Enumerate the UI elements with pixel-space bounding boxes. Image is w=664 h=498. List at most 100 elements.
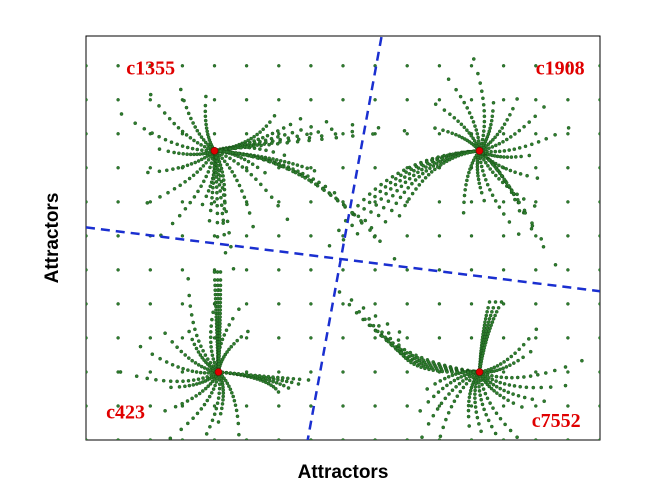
lattice-point	[309, 30, 312, 33]
lattice-point	[148, 404, 153, 408]
trajectory-point	[187, 293, 191, 298]
trajectory-point	[249, 136, 253, 141]
trajectory-point	[509, 155, 514, 159]
trajectory-point	[478, 160, 483, 165]
lattice-point	[116, 98, 120, 102]
trajectory-point	[222, 333, 227, 337]
lattice-point	[148, 268, 153, 272]
lattice-point	[373, 200, 377, 204]
trajectory-point	[479, 190, 484, 195]
trajectory-point	[218, 315, 222, 319]
lattice-point	[598, 302, 600, 306]
trajectory-point	[293, 170, 298, 175]
trajectory-point	[204, 94, 208, 99]
lattice-point	[277, 302, 281, 306]
lattice-point	[405, 64, 409, 68]
lattice-point	[501, 438, 506, 440]
trajectory-point	[491, 109, 495, 113]
trajectory-point	[355, 231, 360, 236]
trajectory-point	[414, 187, 418, 191]
trajectory-point	[282, 153, 287, 157]
lattice-point	[598, 268, 600, 272]
trajectory-point	[255, 143, 260, 147]
trajectory-point	[250, 162, 255, 166]
trajectory-point	[223, 200, 227, 205]
trajectory-point	[417, 174, 422, 179]
trajectory-point	[280, 376, 285, 380]
trajectory-point	[435, 369, 440, 373]
trajectory-point	[367, 192, 372, 196]
trajectory-point	[216, 420, 221, 424]
trajectory-point	[521, 342, 526, 347]
trajectory-point	[208, 335, 213, 340]
trajectory-point	[497, 205, 502, 209]
trajectory-point	[185, 421, 190, 426]
trajectory-point	[166, 190, 170, 195]
lattice-point	[598, 166, 600, 170]
trajectory-point	[486, 320, 491, 324]
lattice-point	[148, 64, 153, 68]
lattice-point	[86, 336, 88, 340]
trajectory-point	[163, 137, 168, 142]
trajectory-point	[202, 155, 207, 160]
trajectory-point	[514, 155, 518, 159]
trajectory-point	[205, 129, 209, 134]
trajectory-point	[479, 164, 484, 169]
trajectory-point	[249, 373, 253, 377]
trajectory-point	[197, 132, 202, 136]
trajectory-point	[278, 382, 282, 386]
trajectory-point	[278, 158, 283, 163]
trajectory-point	[517, 347, 522, 352]
lattice-point	[116, 234, 120, 238]
trajectory-point	[282, 159, 287, 164]
trajectory-point	[220, 170, 225, 174]
trajectory-point	[456, 119, 460, 123]
trajectory-point	[218, 311, 222, 316]
lattice-point	[469, 234, 474, 238]
trajectory-point	[224, 328, 229, 333]
trajectory-point	[399, 173, 403, 178]
trajectory-point	[253, 373, 258, 378]
trajectory-point	[455, 370, 460, 375]
trajectory-point	[269, 383, 273, 387]
trajectory-point	[415, 363, 420, 368]
trajectory-point	[222, 206, 227, 211]
trajectory-point	[462, 100, 467, 105]
lattice-point	[244, 234, 249, 238]
trajectory-point	[390, 193, 395, 198]
trajectory-point	[169, 140, 174, 144]
trajectory-point	[172, 186, 177, 191]
trajectory-point	[228, 147, 233, 151]
trajectory-point	[520, 405, 524, 409]
trajectory-point	[211, 185, 215, 190]
trajectory-point	[373, 194, 377, 199]
trajectory-point	[522, 197, 526, 201]
lattice-point	[180, 200, 185, 204]
trajectory-point	[478, 393, 483, 398]
trajectory-point	[508, 135, 513, 139]
trajectory-point	[473, 388, 477, 393]
trajectory-point	[401, 168, 406, 173]
trajectory-point	[218, 283, 223, 288]
trajectory-point	[233, 146, 238, 151]
trajectory-point	[218, 292, 223, 297]
trajectory-point	[215, 234, 220, 239]
trajectory-point	[193, 361, 198, 365]
trajectory-point	[236, 151, 241, 156]
trajectory-point	[274, 158, 279, 162]
trajectory-point	[475, 415, 480, 420]
trajectory-point	[282, 133, 287, 137]
trajectory-point	[305, 132, 309, 137]
trajectory-point	[378, 239, 382, 243]
trajectory-point	[445, 383, 449, 388]
trajectory-point	[259, 143, 263, 148]
trajectory-point	[466, 403, 471, 408]
trajectory-point	[210, 190, 215, 195]
trajectory-point	[182, 98, 186, 103]
trajectory-point	[369, 225, 374, 230]
trajectory-point	[488, 187, 492, 192]
trajectory-point	[275, 141, 280, 146]
trajectory-point	[495, 391, 499, 395]
trajectory-point	[218, 173, 223, 178]
trajectory-point	[446, 129, 450, 134]
